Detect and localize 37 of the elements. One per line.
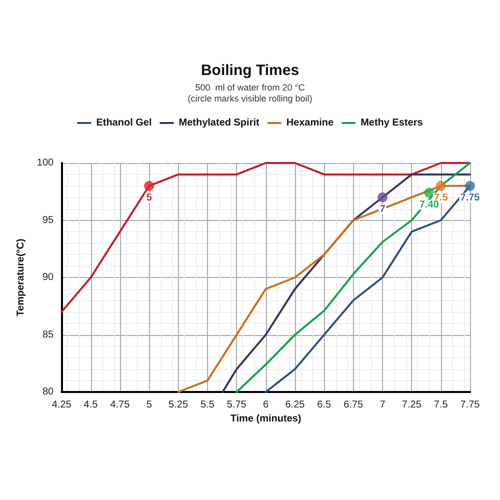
y-tick-label: 90 bbox=[42, 272, 54, 283]
annotation: 5 bbox=[146, 192, 152, 204]
point bbox=[436, 180, 446, 191]
x-tick-label: 5 bbox=[146, 400, 152, 410]
annotation: 7 bbox=[380, 204, 386, 215]
x-tick-label: 6.25 bbox=[285, 400, 306, 410]
x-tick-label: 7.25 bbox=[402, 400, 422, 410]
y-tick-label: 80 bbox=[42, 386, 54, 398]
point bbox=[465, 180, 475, 191]
x-tick-label: 7.5 bbox=[434, 400, 448, 410]
x-axis-title: Time (minutes) bbox=[230, 414, 302, 424]
y-tick-label: 100 bbox=[36, 158, 54, 168]
y-tick-label: 95 bbox=[42, 214, 54, 226]
x-tick-label: 4.5 bbox=[84, 400, 98, 410]
point bbox=[424, 188, 434, 198]
x-tick-label: 6.5 bbox=[317, 400, 332, 410]
x-tick-label: 5.25 bbox=[168, 400, 188, 410]
x-tick-label: 4.75 bbox=[110, 400, 130, 410]
y-axis-title: Temperature(°C) bbox=[16, 238, 26, 316]
legend-label: Ethanol Gel bbox=[96, 118, 152, 128]
x-tick-label: 5.5 bbox=[200, 400, 215, 410]
annotation: 7.75 bbox=[460, 192, 480, 204]
x-tick-label: 6 bbox=[263, 400, 270, 410]
x-tick-label: 4.25 bbox=[52, 400, 72, 410]
point bbox=[144, 180, 154, 191]
x-tick-label: 6.75 bbox=[344, 400, 364, 410]
x-tick-label: 5.75 bbox=[226, 400, 247, 410]
legend-label: Hexamine bbox=[286, 118, 334, 128]
x-tick-label: 7.75 bbox=[460, 400, 480, 410]
point bbox=[377, 192, 388, 202]
x-tick-label: 7 bbox=[380, 400, 386, 410]
legend-label: Methylated Spirit bbox=[178, 118, 260, 128]
annotation: 7.40 bbox=[419, 199, 440, 210]
chart-subtitle: 500 ml of water from 20 °C (circle marks visible rolling boil) bbox=[188, 82, 312, 104]
chart-title: Boiling Times bbox=[200, 62, 300, 79]
y-tick-label: 85 bbox=[42, 329, 54, 340]
legend-label: Methy Esters bbox=[360, 118, 424, 128]
